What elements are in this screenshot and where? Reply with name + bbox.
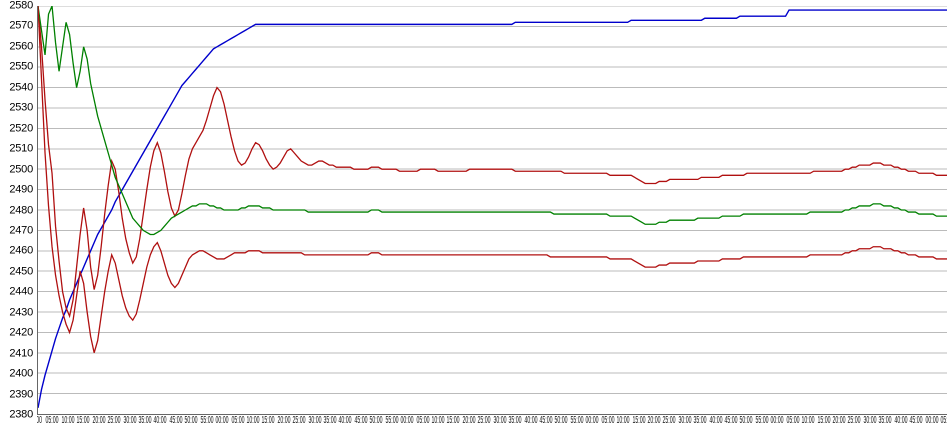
y-tick-label: 2400 xyxy=(9,367,33,380)
x-tick-label: 10:00 xyxy=(246,415,260,426)
y-tick-label: 2440 xyxy=(9,285,33,298)
x-tick-label: 05:00 xyxy=(940,415,947,426)
x-tick-label: 15:00 xyxy=(261,415,275,426)
x-tick-label: 40:00 xyxy=(524,415,538,426)
y-tick-label: 2520 xyxy=(9,122,33,135)
x-tick-label: 10:00 xyxy=(616,415,630,426)
x-tick-label: 35:00 xyxy=(323,415,337,426)
x-tick-label: 30:00 xyxy=(123,415,137,426)
y-tick-label: 2570 xyxy=(9,19,33,32)
x-tick-label: 45:00 xyxy=(539,415,553,426)
x-tick-label: 15:00 xyxy=(632,415,646,426)
x-tick-label: 15:00 xyxy=(446,415,460,426)
x-tick-label: 35:00 xyxy=(878,415,892,426)
y-tick-label: 2420 xyxy=(9,326,33,339)
x-axis: 0.0005:0010:0015:0020:0025:0030:0035:004… xyxy=(37,415,947,435)
x-tick-label: 45:00 xyxy=(354,415,368,426)
x-tick-label: 15:00 xyxy=(76,415,90,426)
x-tick-label: 20:00 xyxy=(462,415,476,426)
y-tick-label: 2470 xyxy=(9,224,33,237)
x-tick-label: 55:00 xyxy=(570,415,584,426)
x-tick-label: 40:00 xyxy=(338,415,352,426)
x-tick-label: 20:00 xyxy=(832,415,846,426)
y-tick-label: 2580 xyxy=(9,0,33,12)
x-tick-label: 30:00 xyxy=(678,415,692,426)
y-tick-label: 2410 xyxy=(9,347,33,360)
x-tick-label: 50:00 xyxy=(554,415,568,426)
y-tick-label: 2390 xyxy=(9,388,33,401)
x-tick-label: 25:00 xyxy=(292,415,306,426)
x-tick-label: 40:00 xyxy=(153,415,167,426)
y-tick-label: 2450 xyxy=(9,265,33,278)
x-tick-label: 05:00 xyxy=(601,415,615,426)
x-tick-label: 25:00 xyxy=(662,415,676,426)
x-tick-label: 20:00 xyxy=(277,415,291,426)
x-tick-label: 30:00 xyxy=(493,415,507,426)
y-tick-label: 2430 xyxy=(9,306,33,319)
x-tick-label: 05:00 xyxy=(416,415,430,426)
x-tick-label: 00:00 xyxy=(585,415,599,426)
x-tick-label: 00:00 xyxy=(215,415,229,426)
x-tick-label: 55:00 xyxy=(755,415,769,426)
series-lines xyxy=(38,6,947,409)
y-tick-label: 2510 xyxy=(9,142,33,155)
x-tick-label: 25:00 xyxy=(847,415,861,426)
x-tick-label: 10:00 xyxy=(431,415,445,426)
series-upper-band-red xyxy=(38,6,947,319)
series-lower-band-red xyxy=(38,6,947,353)
x-tick-label: 05:00 xyxy=(230,415,245,426)
x-tick-label: 25:00 xyxy=(107,415,121,426)
y-tick-label: 2540 xyxy=(9,81,33,94)
x-tick-label: 30:00 xyxy=(863,415,877,426)
x-tick-label: 55:00 xyxy=(200,415,214,426)
y-tick-label: 2380 xyxy=(9,408,33,421)
x-tick-label: 05:00 xyxy=(786,415,800,426)
y-tick-label: 2550 xyxy=(9,60,33,73)
y-tick-label: 2480 xyxy=(9,204,33,216)
x-tick-label: 35:00 xyxy=(693,415,707,426)
x-tick-label: 50:00 xyxy=(369,415,383,426)
x-tick-label: 35:00 xyxy=(138,415,152,426)
x-tick-label: 40:00 xyxy=(709,415,723,426)
x-tick-label: 45:00 xyxy=(909,415,923,426)
x-tick-label: 45:00 xyxy=(169,415,183,426)
x-tick-label: 40:00 xyxy=(894,415,908,426)
x-tick-label: 45:00 xyxy=(724,415,738,426)
x-tick-label: 15:00 xyxy=(817,415,831,426)
y-tick-label: 2490 xyxy=(9,183,33,196)
gridlines xyxy=(38,6,947,395)
x-tick-label: 05:00 xyxy=(45,415,59,426)
x-tick-label: 20:00 xyxy=(647,415,661,426)
y-tick-label: 2460 xyxy=(9,244,33,257)
x-tick-label: 25:00 xyxy=(477,415,491,426)
x-tick-label: 35:00 xyxy=(508,415,522,426)
x-tick-label: 50:00 xyxy=(739,415,753,426)
x-tick-label: 50:00 xyxy=(184,415,198,426)
x-tick-label: 30:00 xyxy=(308,415,322,426)
x-tick-label: 00:00 xyxy=(925,415,939,426)
y-axis: 2380 2390 2400 2410 2420 2430 2440 2450 2460 2470… xyxy=(0,0,37,420)
x-tick-label: 0.00 xyxy=(37,415,43,426)
y-tick-label: 2500 xyxy=(9,163,33,176)
series-center-band-green xyxy=(38,6,947,236)
y-tick-label: 2530 xyxy=(9,101,33,114)
x-tick-label: 00:00 xyxy=(770,415,784,426)
x-tick-label: 10:00 xyxy=(61,415,75,426)
plot-area xyxy=(37,6,947,415)
x-tick-label: 00:00 xyxy=(400,415,414,426)
x-tick-label: 55:00 xyxy=(385,415,399,426)
y-tick-label: 2560 xyxy=(9,40,33,53)
series-cumulative-blue xyxy=(38,9,947,409)
x-tick-label: 20:00 xyxy=(92,415,106,426)
x-tick-label: 10:00 xyxy=(801,415,815,426)
